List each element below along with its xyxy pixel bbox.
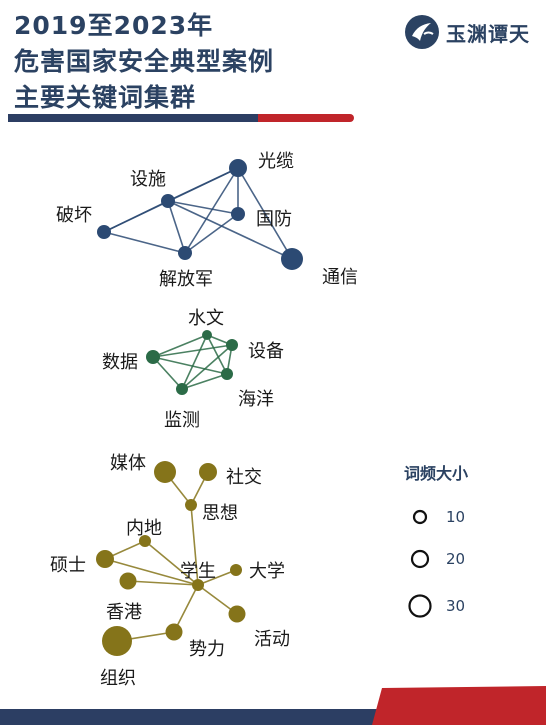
edge-guanglan-jiefangjun <box>184 167 239 254</box>
legend-label-20: 20 <box>446 550 465 568</box>
node-xuesheng <box>192 579 204 591</box>
node-daxue <box>230 564 242 576</box>
node-label-neidi: 内地 <box>126 518 162 539</box>
legend-label-10: 10 <box>446 508 465 526</box>
edge-haiyang-jiance <box>181 373 228 390</box>
node-guanglan <box>229 159 247 177</box>
legend-circle-20 <box>410 549 430 569</box>
node-label-xianggang: 香港 <box>106 602 142 623</box>
edge-neidi-xuesheng <box>144 540 199 586</box>
title-line-1: 2019至2023年 <box>14 11 214 40</box>
node-jiefangjun <box>178 246 192 260</box>
page-title: 2019至2023年 危害国家安全典型案例 主要关键词集群 <box>14 8 354 116</box>
node-label-haiyang: 海洋 <box>238 389 274 410</box>
node-label-meiti: 媒体 <box>110 453 146 474</box>
node-shili <box>165 623 183 641</box>
footer-red-stripe <box>372 686 546 725</box>
node-sheshi <box>161 194 175 208</box>
node-label-tongxin: 通信 <box>322 267 358 288</box>
node-neidi <box>139 535 151 547</box>
node-label-pohuai: 破坏 <box>56 205 92 226</box>
edge-sheshi-jiefangjun <box>167 200 186 254</box>
node-xianggang <box>119 572 137 590</box>
legend-circle-30 <box>408 594 432 618</box>
node-meiti <box>154 461 176 483</box>
edge-pohuai-jiefangjun <box>103 231 186 254</box>
node-label-huodong: 活动 <box>254 629 290 650</box>
underline-red-segment <box>258 114 354 122</box>
edge-daxue-xuesheng <box>197 569 237 586</box>
edge-shubei-jiance <box>181 344 233 390</box>
edge-shuiwen-jiance <box>181 334 208 390</box>
edge-shuiwen-haiyang <box>206 334 228 375</box>
node-shejiao <box>199 463 217 481</box>
node-pohuai <box>97 225 111 239</box>
edge-guofang-jiefangjun <box>184 213 239 254</box>
node-haiyang <box>221 368 233 380</box>
node-label-daxue: 大学 <box>249 561 285 582</box>
node-label-jiefangjun: 解放军 <box>159 269 213 290</box>
edge-shuju-jiance <box>152 356 183 390</box>
edge-sixiang-xuesheng <box>190 504 199 586</box>
node-shubei <box>226 339 238 351</box>
node-label-sheshi: 设施 <box>130 169 166 190</box>
node-label-guofang: 国防 <box>256 209 292 230</box>
node-label-shuiwen: 水文 <box>188 308 224 329</box>
node-label-guanglan: 光缆 <box>258 151 294 172</box>
node-shuju <box>146 350 160 364</box>
node-label-shuju: 数据 <box>102 352 138 373</box>
title-line-2: 危害国家安全典型案例 <box>14 47 275 76</box>
node-label-shejiao: 社交 <box>226 467 262 488</box>
node-label-shubei: 设备 <box>248 341 284 362</box>
edge-sheshi-tongxin <box>167 200 293 260</box>
brand-name: 玉渊谭天 <box>446 21 530 46</box>
legend-label-30: 30 <box>446 597 465 615</box>
node-sixiang <box>185 499 197 511</box>
title-line-3: 主要关键词集群 <box>14 83 197 112</box>
edge-shili-xuesheng <box>173 584 199 633</box>
network-nodes <box>96 159 303 656</box>
node-label-xuesheng: 学生 <box>180 561 216 582</box>
edge-sheshi-guofang <box>167 200 239 215</box>
footer-blue-stripe <box>0 709 380 725</box>
footer-band <box>0 686 546 725</box>
node-label-sixiang: 思想 <box>202 503 238 524</box>
node-jiance <box>176 383 188 395</box>
edge-shuju-shubei <box>152 344 233 358</box>
node-shuiwen <box>202 330 212 340</box>
node-label-shili: 势力 <box>189 639 225 660</box>
node-zuzhi <box>102 626 132 656</box>
network-edges <box>103 167 293 642</box>
title-underline-bar <box>8 114 354 122</box>
edge-shuju-haiyang <box>152 356 228 375</box>
node-shuoshi <box>96 550 114 568</box>
brand-emblem-icon <box>405 15 439 49</box>
edge-guanglan-tongxin <box>237 167 293 260</box>
edge-shuju-shuiwen <box>152 334 208 358</box>
edge-xianggang-xuesheng <box>127 580 199 586</box>
node-label-shuoshi: 硕士 <box>50 555 86 576</box>
legend-title: 词频大小 <box>404 464 469 483</box>
brand-logo: 玉渊谭天 <box>404 12 530 52</box>
node-label-jiance: 监测 <box>164 410 200 431</box>
node-label-zuzhi: 组织 <box>100 668 136 689</box>
legend: 10 20 30 <box>408 508 465 618</box>
underline-blue-segment <box>8 114 258 122</box>
edge-shuoshi-xuesheng <box>104 558 199 586</box>
legend-circle-10 <box>412 509 428 525</box>
node-huodong <box>228 605 246 623</box>
node-tongxin <box>281 248 303 270</box>
node-guofang <box>231 207 245 221</box>
